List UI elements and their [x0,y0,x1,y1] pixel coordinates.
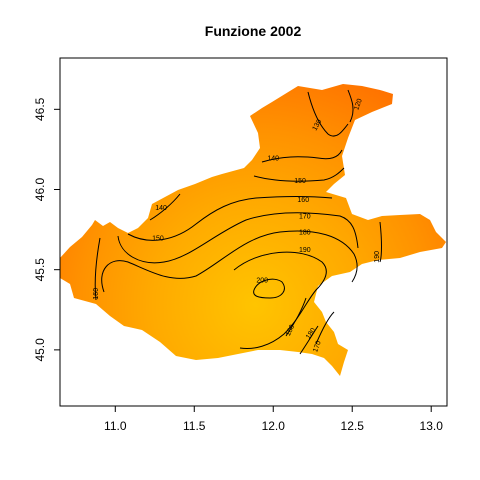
contour-label-group: 200 [256,277,268,284]
contour-line-180 [101,230,358,293]
y-tick-label: 46.5 [33,97,47,121]
contour-label: 200 [256,277,268,284]
x-tick-label: 13.0 [420,419,444,433]
contour-line-190 [233,251,327,349]
contour-label-group: 120 [353,98,364,111]
x-tick-label: 12.5 [341,419,365,433]
contour-label: 120 [353,98,364,111]
contour-label: 140 [267,156,279,163]
y-tick-label: 46.0 [33,178,47,202]
contour-label-group: 150 [152,236,164,243]
contour-label: 140 [155,205,167,212]
contour-label-group: 140 [155,205,167,212]
contour-label-group: 170 [299,213,311,220]
y-tick-label: 45.5 [33,258,47,282]
contour-label-group: 180 [299,229,311,236]
contour-label-group: 170 [312,340,323,353]
contour-label-group: 140 [267,156,279,163]
contour-label-group: 190 [374,251,381,263]
contour-line-170 [117,212,359,264]
contour-label: 160 [93,288,100,300]
contour-line-140-north [261,149,343,163]
contour-line-160b [127,196,333,241]
x-axis: 11.0 11.5 12.0 12.5 13.0 [104,406,443,433]
contour-label-group: 180 [285,324,296,338]
contour-lines [94,89,382,355]
contour-label: 150 [152,236,164,243]
contour-label-group: 160 [93,288,100,300]
chart-title: Funzione 2002 [205,23,302,39]
contour-label: 180 [285,324,296,338]
y-axis: 45.0 45.5 46.0 46.5 [33,97,60,362]
contour-label-group: 130 [312,118,324,132]
x-tick-label: 12.0 [262,419,286,433]
plot-frame [59,57,448,407]
contour-label: 170 [299,213,311,220]
contour-line-120 [347,89,354,123]
contour-label: 170 [312,340,323,353]
contour-label-group: 190 [299,247,311,254]
contour-line-140-west [149,193,181,221]
contour-line-180-south [285,297,307,337]
contour-line-130 [307,91,349,137]
contour-line-160 [94,237,101,301]
contour-label: 150 [294,178,306,185]
contour-label: 180 [299,229,311,236]
contour-label: 190 [299,247,311,254]
contour-line-south-loop [299,325,319,355]
contour-line-200 [253,278,285,299]
contour-label-group: 160 [297,197,309,204]
contour-label: 190 [374,251,381,263]
contour-line-150 [253,167,345,182]
y-tick-label: 45.0 [33,338,47,362]
contour-line-170-south [315,311,335,345]
contour-label: 160 [297,197,309,204]
region-fill [60,84,446,376]
contour-label: 130 [312,118,324,132]
x-tick-label: 11.0 [104,419,127,433]
contour-label-group: 150 [294,178,306,185]
contour-line-190-east [379,221,382,263]
x-tick-label: 11.5 [183,419,206,433]
